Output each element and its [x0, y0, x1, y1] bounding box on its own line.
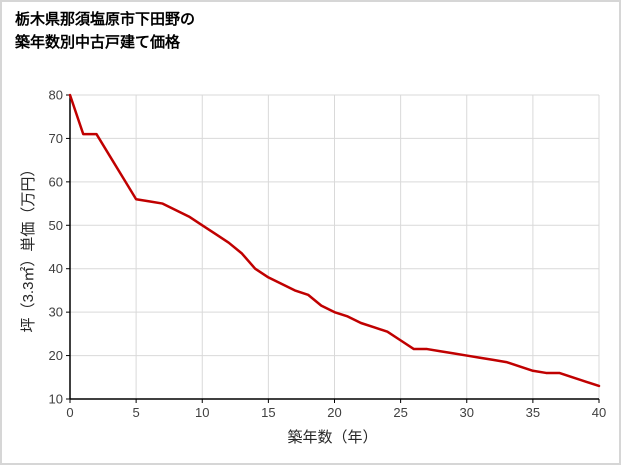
- y-tick-label: 70: [49, 131, 63, 146]
- chart-title-line2: 築年数別中古戸建て価格: [15, 34, 181, 51]
- x-tick-label: 5: [133, 405, 140, 420]
- y-tick-label: 30: [49, 305, 63, 320]
- y-axis-title: 坪（3.3㎡）単価（万円）: [20, 161, 37, 333]
- y-tick-label: 10: [49, 392, 63, 407]
- y-tick-label: 80: [49, 88, 63, 103]
- y-tick-label: 60: [49, 174, 63, 189]
- x-tick-label: 10: [195, 405, 209, 420]
- x-tick-label: 15: [261, 405, 275, 420]
- y-tick-label: 50: [49, 218, 63, 233]
- x-tick-label: 35: [526, 405, 540, 420]
- x-axis-title: 築年数（年）: [287, 429, 378, 446]
- chart-title-line1: 栃木県那須塩原市下田野の: [15, 11, 196, 28]
- x-tick-label: 0: [66, 405, 73, 420]
- x-tick-label: 40: [592, 405, 606, 420]
- y-tick-label: 40: [49, 261, 63, 276]
- price-line: [68, 93, 601, 388]
- x-tick-label: 25: [393, 405, 407, 420]
- x-tick-label: 20: [327, 405, 341, 420]
- chart-title: 栃木県那須塩原市下田野の 築年数別中古戸建て価格: [15, 8, 195, 54]
- x-tick-label: 30: [460, 405, 474, 420]
- y-tick-label: 20: [49, 348, 63, 363]
